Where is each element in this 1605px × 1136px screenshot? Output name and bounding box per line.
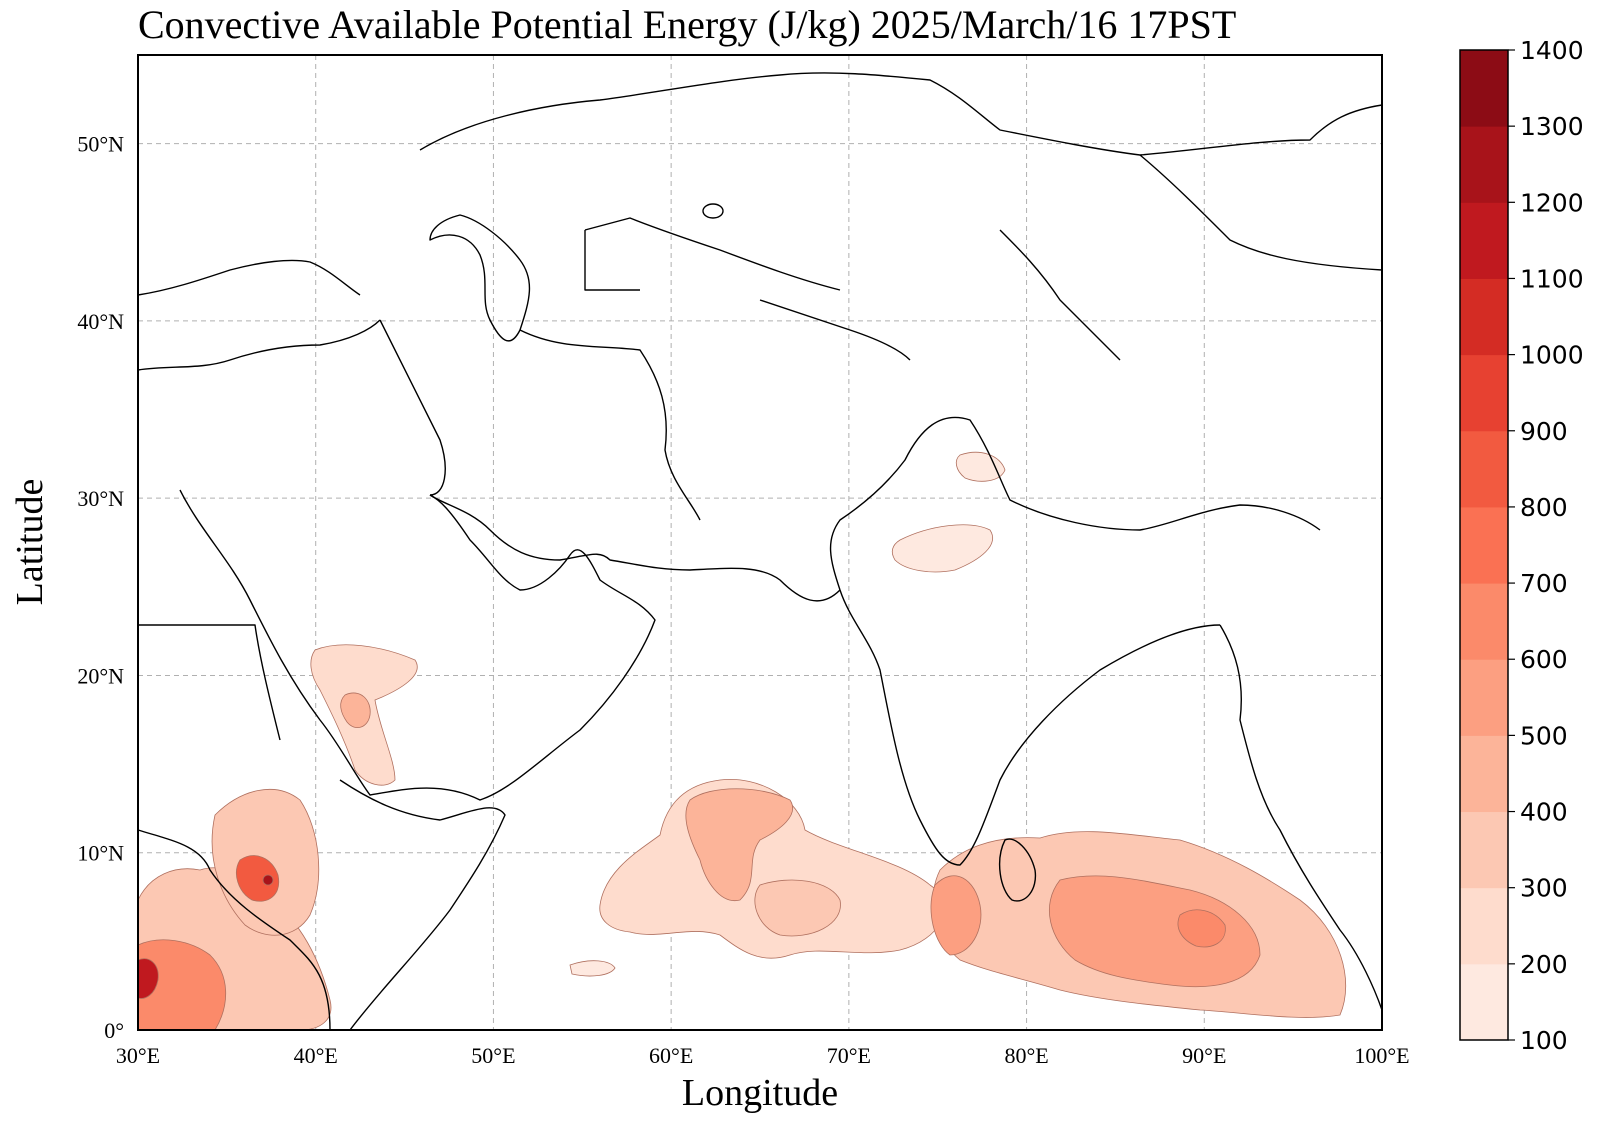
colorbar-tick-label: 500: [1520, 721, 1568, 750]
country-borders: [137, 72, 1383, 1031]
cape-region-north-india: [891, 524, 993, 573]
colorbar-tick-label: 1300: [1520, 112, 1584, 141]
border-mongolia-china: [999, 154, 1383, 361]
border-east-africa: [137, 624, 331, 1031]
colorbar-tick-label: 600: [1520, 645, 1568, 674]
lon-tick-label: 100°E: [1354, 1043, 1409, 1068]
colorbar-swatch: [1460, 50, 1508, 127]
cape-region-maldives: [569, 960, 616, 977]
cape-region-east-africa-core: [137, 939, 227, 1031]
coastline-india: [839, 589, 1221, 866]
cape-region-east-africa-max: [137, 958, 159, 999]
cape-region-south-india: [930, 875, 982, 956]
colorbar-swatch: [1460, 430, 1508, 508]
lat-tick-label: 0°: [104, 1018, 124, 1043]
cape-cell: [262, 874, 274, 886]
latitude-tick-labels: 0° 10°N 20°N 30°N 40°N 50°N: [77, 132, 124, 1043]
cape-region-bay-of-bengal-max: [1177, 909, 1226, 948]
lake-aral: [702, 203, 724, 219]
colorbar-tick-label: 1200: [1520, 188, 1584, 217]
y-axis-label: Latitude: [9, 479, 51, 606]
lat-tick-label: 40°N: [77, 309, 124, 334]
lat-tick-label: 10°N: [77, 841, 124, 866]
lat-tick-label: 30°N: [77, 486, 124, 511]
colorbar-swatch: [1460, 659, 1508, 736]
colorbar-tick-label: 1100: [1520, 264, 1584, 293]
coastline-black-sea: [137, 259, 361, 296]
colorbar-tick-label: 300: [1520, 874, 1568, 903]
cape-region-bay-of-bengal-core: [1048, 875, 1261, 988]
colorbar-swatch: [1460, 963, 1508, 1041]
lon-tick-label: 50°E: [471, 1043, 515, 1068]
colorbar: 100 200 300 400 500 600 700 800 900 1000 1100 1200 1…: [1459, 36, 1584, 1055]
lon-tick-label: 40°E: [294, 1043, 338, 1068]
lat-tick-label: 20°N: [77, 663, 124, 688]
longitude-tick-labels: 30°E 40°E 50°E 60°E 70°E 80°E 90°E 100°E: [116, 1043, 1410, 1068]
colorbar-tick-label: 1400: [1520, 36, 1584, 65]
coastline-iran: [429, 494, 841, 602]
coastline-arabia: [179, 489, 656, 801]
colorbar-swatch: [1460, 583, 1508, 660]
coastline-myanmar: [1219, 624, 1383, 1011]
colorbar-swatch: [1460, 506, 1508, 584]
cape-region-arabian-sea-patch: [754, 879, 841, 937]
cape-field: [137, 451, 1347, 1031]
colorbar-frame: [1459, 49, 1509, 1041]
lon-tick-label: 80°E: [1004, 1043, 1048, 1068]
lon-tick-label: 70°E: [827, 1043, 871, 1068]
cape-region-himalaya: [955, 451, 1006, 482]
border-central-asia: [584, 217, 911, 361]
colorbar-swatch: [1460, 354, 1508, 432]
colorbar-swatch: [1460, 811, 1508, 889]
colorbar-swatch: [1460, 278, 1508, 356]
colorbar-tick-label: 200: [1520, 950, 1568, 979]
colorbar-tick-label: 100: [1520, 1026, 1568, 1055]
lon-tick-label: 90°E: [1182, 1043, 1226, 1068]
colorbar-tick-label: 1000: [1520, 341, 1584, 370]
cape-region-red-sea-core: [340, 692, 371, 729]
coastline-sri-lanka: [999, 838, 1037, 902]
lon-tick-label: 30°E: [116, 1043, 160, 1068]
chart-title: Convective Available Potential Energy (J…: [138, 2, 1236, 47]
colorbar-swatch: [1460, 735, 1508, 813]
cape-region-ethiopia-core: [236, 855, 280, 902]
cape-region-arabian-sea-core: [685, 788, 793, 902]
colorbar-tick-label: 900: [1520, 417, 1568, 446]
x-axis-label: Longitude: [682, 1072, 838, 1114]
map-area: [137, 54, 1383, 1031]
lat-tick-label: 50°N: [77, 132, 124, 157]
colorbar-tick-label: 800: [1520, 493, 1568, 522]
colorbar-swatch: [1460, 887, 1508, 965]
coastline-horn-africa: [339, 779, 506, 1031]
colorbar-swatch: [1460, 126, 1508, 203]
border-iran: [379, 319, 701, 521]
coastline-turkey: [137, 319, 381, 371]
lon-tick-label: 60°E: [649, 1043, 693, 1068]
coastline-caspian: [429, 214, 531, 342]
colorbar-tick-label: 700: [1520, 569, 1568, 598]
map-border: [137, 54, 1383, 1031]
border-india-north: [829, 416, 1321, 591]
border-russia-kazakhstan: [419, 72, 1383, 156]
colorbar-tick-label: 400: [1520, 798, 1568, 827]
colorbar-swatch: [1460, 202, 1508, 279]
